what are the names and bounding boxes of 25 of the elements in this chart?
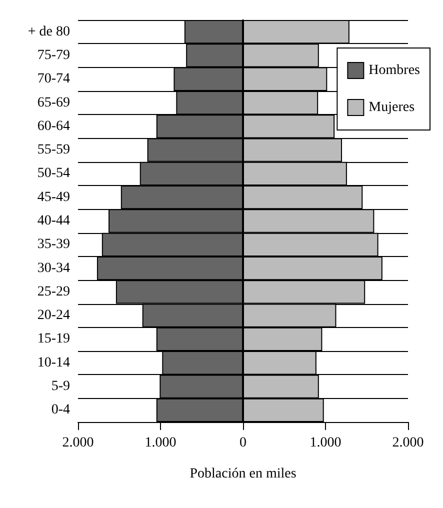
y-tick-label: 35-39	[37, 237, 70, 252]
y-tick-label: 50-54	[37, 166, 70, 182]
y-tick-label: 25-29	[37, 284, 70, 300]
y-tick-label: 10-14	[37, 355, 70, 370]
y-tick-label: 15-19	[37, 332, 70, 347]
y-tick-label: 55-59	[37, 142, 70, 158]
y-tick-label: 0-4	[51, 402, 70, 418]
y-tick-label: 70-74	[37, 72, 70, 87]
y-tick-label: 5-9	[51, 379, 70, 394]
y-tick-label: 20-24	[37, 308, 70, 324]
y-tick-label: 40-44	[37, 214, 70, 228]
y-tick-label: 65-69	[37, 95, 70, 110]
legend-label: Mujeres	[368, 100, 415, 115]
legend-label: Hombres	[368, 63, 420, 78]
x-tick-label: 1.000	[310, 436, 342, 450]
x-tick-label: 0	[240, 436, 246, 450]
x-axis-title: Población en miles	[190, 466, 296, 482]
y-tick-label: 60-64	[37, 118, 70, 134]
y-tick-label: + de 80	[28, 24, 70, 40]
x-tick-label: 1.000	[144, 436, 176, 450]
x-tick-label: 2.000	[62, 436, 94, 450]
x-tick-label: 2.000	[392, 436, 424, 450]
y-tick-label: 30-34	[37, 260, 70, 276]
y-tick-label: 75-79	[37, 48, 70, 63]
y-tick-label: 45-49	[37, 190, 70, 205]
